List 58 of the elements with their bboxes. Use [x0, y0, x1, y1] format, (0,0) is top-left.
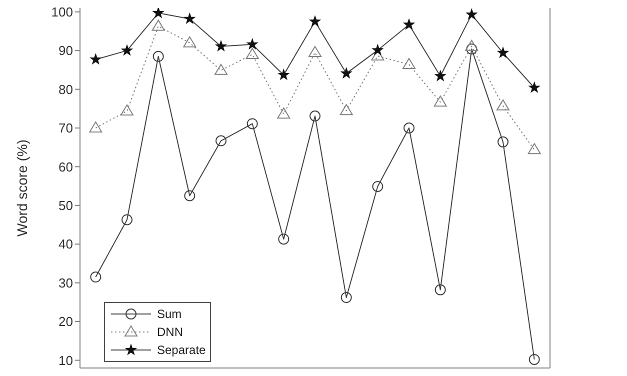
point: [340, 292, 352, 304]
point: [466, 44, 478, 55]
point: [278, 69, 290, 80]
y-tick-label: 70: [58, 120, 73, 136]
point: [216, 135, 226, 146]
legend-label: DNN: [157, 325, 183, 339]
point: [152, 50, 164, 62]
point: [340, 104, 353, 116]
legend-label: Sum: [157, 307, 182, 321]
point: [402, 58, 416, 70]
point: [310, 110, 320, 122]
point: [90, 272, 102, 283]
point: [183, 36, 196, 48]
y-tick-label: 10: [58, 352, 73, 368]
point: [308, 46, 322, 58]
point: [246, 38, 258, 50]
point: [214, 64, 228, 75]
y-tick-label: 20: [58, 314, 73, 330]
point: [215, 40, 227, 52]
point: [89, 122, 102, 132]
y-tick-label: 30: [58, 275, 73, 290]
point: [403, 18, 415, 30]
point: [528, 143, 541, 154]
point: [152, 20, 165, 31]
point: [404, 122, 414, 134]
y-tick-label: 90: [58, 43, 73, 58]
point: [309, 16, 321, 26]
point: [497, 47, 509, 58]
y-tick-label: 50: [58, 198, 73, 214]
point: [434, 96, 447, 107]
y-tick-label: 60: [58, 159, 73, 174]
point: [465, 40, 478, 51]
point: [528, 354, 540, 365]
point: [372, 44, 384, 55]
point: [122, 214, 132, 226]
legend-label: Separate: [157, 343, 206, 357]
point: [184, 190, 196, 202]
point: [246, 48, 259, 59]
point: [90, 54, 102, 64]
y-tick-label: 80: [58, 82, 73, 97]
point: [152, 8, 164, 18]
point: [340, 68, 352, 78]
point: [372, 180, 384, 192]
point: [120, 104, 134, 116]
point: [121, 44, 133, 56]
point: [184, 13, 196, 24]
point: [278, 234, 290, 245]
point: [434, 284, 446, 296]
point: [277, 108, 290, 119]
y-tick-label: 100: [51, 4, 73, 20]
point: [498, 136, 508, 148]
y-tick-label: 40: [58, 236, 73, 252]
point: [466, 8, 478, 20]
point: [528, 82, 540, 92]
point: [496, 99, 510, 110]
point: [434, 70, 446, 81]
point: [246, 118, 258, 130]
y-axis-title: Word score (%): [14, 140, 30, 236]
